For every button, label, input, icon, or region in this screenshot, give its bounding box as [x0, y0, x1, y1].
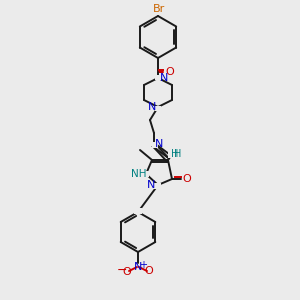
- FancyBboxPatch shape: [155, 106, 161, 110]
- FancyBboxPatch shape: [139, 171, 149, 177]
- Text: NH: NH: [131, 169, 147, 179]
- FancyBboxPatch shape: [154, 183, 160, 189]
- Text: O: O: [183, 174, 191, 184]
- FancyBboxPatch shape: [168, 152, 176, 158]
- Text: N: N: [134, 262, 142, 272]
- Text: Br: Br: [153, 4, 165, 14]
- Text: H: H: [171, 149, 179, 159]
- Text: −: −: [117, 263, 127, 277]
- Text: O: O: [123, 267, 131, 277]
- Text: N: N: [147, 180, 155, 190]
- FancyBboxPatch shape: [134, 208, 142, 214]
- FancyBboxPatch shape: [155, 74, 161, 80]
- Text: N: N: [155, 139, 163, 149]
- Text: O: O: [166, 67, 174, 77]
- Text: H: H: [174, 149, 182, 159]
- FancyBboxPatch shape: [152, 142, 158, 148]
- Text: O: O: [145, 266, 153, 276]
- Text: N: N: [160, 73, 168, 83]
- Text: +: +: [139, 260, 147, 270]
- Text: N: N: [148, 102, 156, 112]
